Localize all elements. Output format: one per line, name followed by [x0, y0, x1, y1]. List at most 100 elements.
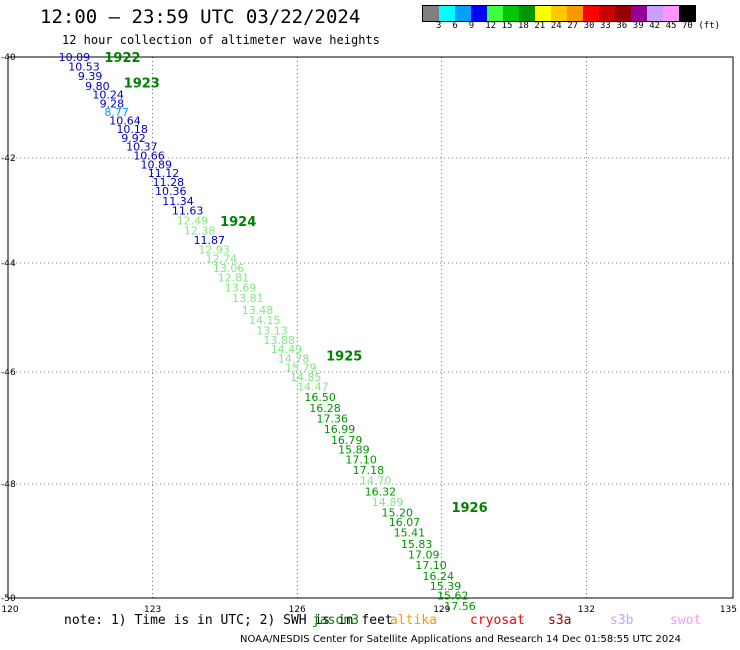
longitude-label: 120 — [1, 605, 18, 615]
wave-height-value: 8.77 — [104, 106, 128, 119]
wave-height-value: 16.32 — [365, 485, 397, 498]
wave-height-value: 16.07 — [389, 516, 421, 529]
latitude-label: -48 — [1, 480, 16, 490]
legend-label: 24 — [550, 21, 562, 31]
wave-height-value: 12.74 — [206, 252, 238, 265]
legend-label: 18 — [518, 21, 529, 31]
latitude-labels: -40 -42 -44 -46 -48 -50 — [1, 53, 16, 604]
map-title: 12:00 — 23:59 UTC 03/22/2024 — [40, 6, 361, 28]
wave-height-value: 10.66 — [133, 149, 165, 162]
wave-height-value: 11.87 — [194, 234, 226, 247]
longitude-label: 126 — [289, 605, 306, 615]
wave-height-value: 12.93 — [198, 243, 230, 256]
wave-height-observations: 10.0910.539.399.8010.249.288.7710.6410.1… — [59, 51, 476, 613]
wave-height-value: 15.79 — [285, 362, 317, 375]
satellite-label-cryosat: cryosat — [470, 613, 525, 628]
legend-swatch — [631, 6, 647, 21]
wave-height-value: 17.56 — [444, 600, 476, 613]
satellite-label-jason3: jason3 — [312, 613, 359, 628]
wave-height-value: 15.41 — [394, 526, 426, 539]
wave-height-value: 10.09 — [59, 51, 91, 64]
latitude-label: -40 — [1, 53, 16, 63]
wave-height-value: 16.24 — [423, 570, 455, 583]
hour-label: 1926 — [451, 501, 487, 516]
latitude-label: -42 — [1, 154, 16, 164]
wave-height-value: 17.10 — [345, 453, 377, 466]
wave-height-value: 17.18 — [353, 464, 385, 477]
wave-height-value: 10.24 — [92, 88, 124, 101]
legend-label: 15 — [501, 21, 513, 31]
legend-swatch — [551, 6, 567, 21]
wave-height-value: 17.09 — [408, 549, 440, 562]
wave-height-value: 16.99 — [324, 423, 356, 436]
wave-height-value: 16.50 — [304, 391, 336, 404]
legend-label: (ft) — [698, 21, 721, 31]
wave-height-value: 14.47 — [297, 381, 329, 394]
wave-height-value: 10.37 — [126, 140, 158, 153]
wave-height-value: 12.38 — [184, 224, 216, 237]
legend-swatch — [647, 6, 663, 21]
wave-height-value: 14.49 — [271, 343, 303, 356]
legend-label: 21 — [534, 21, 546, 31]
wave-height-value: 15.20 — [382, 507, 414, 520]
legend-swatch — [583, 6, 599, 21]
hour-label: 1922 — [104, 51, 140, 66]
wave-height-value: 13.88 — [263, 334, 295, 347]
latitude-label: -50 — [1, 594, 16, 604]
wave-height-value: 13.81 — [232, 292, 264, 305]
longitude-label: 129 — [433, 605, 450, 615]
map-frame — [7, 56, 734, 599]
legend-label: 9 — [468, 21, 475, 31]
wave-height-value: 13.48 — [242, 304, 274, 317]
legend-swatch — [567, 6, 583, 21]
longitude-label: 135 — [720, 605, 737, 615]
legend-label: 3 — [436, 21, 442, 31]
map-subtitle: 12 hour collection of altimeter wave hei… — [62, 33, 380, 47]
wave-height-value: 17.36 — [316, 412, 348, 425]
legend-label: 45 — [665, 21, 677, 31]
wave-height-value: 15.89 — [338, 443, 370, 456]
legend-label: 12 — [485, 21, 497, 31]
legend-label: 33 — [600, 21, 611, 31]
satellite-label-s3b: s3b — [610, 613, 634, 628]
legend-label: 27 — [567, 21, 579, 31]
legend-label: 30 — [583, 21, 595, 31]
longitude-labels: 120 123 126 129 132 135 — [1, 605, 737, 615]
wave-height-value: 10.18 — [116, 123, 148, 136]
note-text: note: 1) Time is in UTC; 2) SWH is in fe… — [64, 613, 393, 628]
hour-labels: 1922 1923 1924 1925 1926 — [104, 51, 487, 516]
satellite-label-altika: altika — [390, 613, 437, 628]
wave-height-value: 16.79 — [331, 434, 363, 447]
legend-swatch — [615, 6, 631, 21]
wave-height-value: 14.85 — [290, 371, 322, 384]
wave-height-value: 9.39 — [78, 70, 103, 83]
legend-swatch — [679, 6, 695, 21]
wave-height-value: 16.28 — [309, 402, 341, 415]
legend-swatch — [535, 6, 551, 21]
hour-label: 1925 — [326, 350, 362, 365]
legend-swatch — [455, 6, 471, 21]
wave-height-value: 10.53 — [68, 61, 100, 74]
wave-height-value: 13.69 — [225, 282, 257, 295]
wave-height-value: 14.70 — [360, 475, 392, 488]
wave-height-value: 14.78 — [278, 352, 310, 365]
longitude-label: 123 — [144, 605, 161, 615]
legend-swatch — [439, 6, 455, 21]
legend-swatch — [599, 6, 615, 21]
legend-label: 42 — [649, 21, 661, 31]
wave-height-value: 10.36 — [155, 185, 187, 198]
latitude-label: -46 — [1, 368, 16, 378]
lat-lon-grid — [7, 56, 734, 599]
wave-height-value: 15.39 — [430, 580, 462, 593]
wave-height-value: 10.64 — [109, 115, 141, 128]
wave-height-value: 9.92 — [121, 132, 145, 145]
legend-swatch — [487, 6, 503, 21]
wave-height-value: 11.34 — [162, 195, 194, 208]
legend-label: 70 — [682, 21, 693, 31]
longitude-label: 132 — [578, 605, 595, 615]
wave-height-value: 11.28 — [153, 176, 185, 189]
wave-height-value: 15.62 — [437, 590, 469, 603]
legend-label: 6 — [452, 21, 458, 31]
wave-height-value: 15.83 — [401, 538, 433, 551]
color-scale-legend — [422, 5, 696, 22]
